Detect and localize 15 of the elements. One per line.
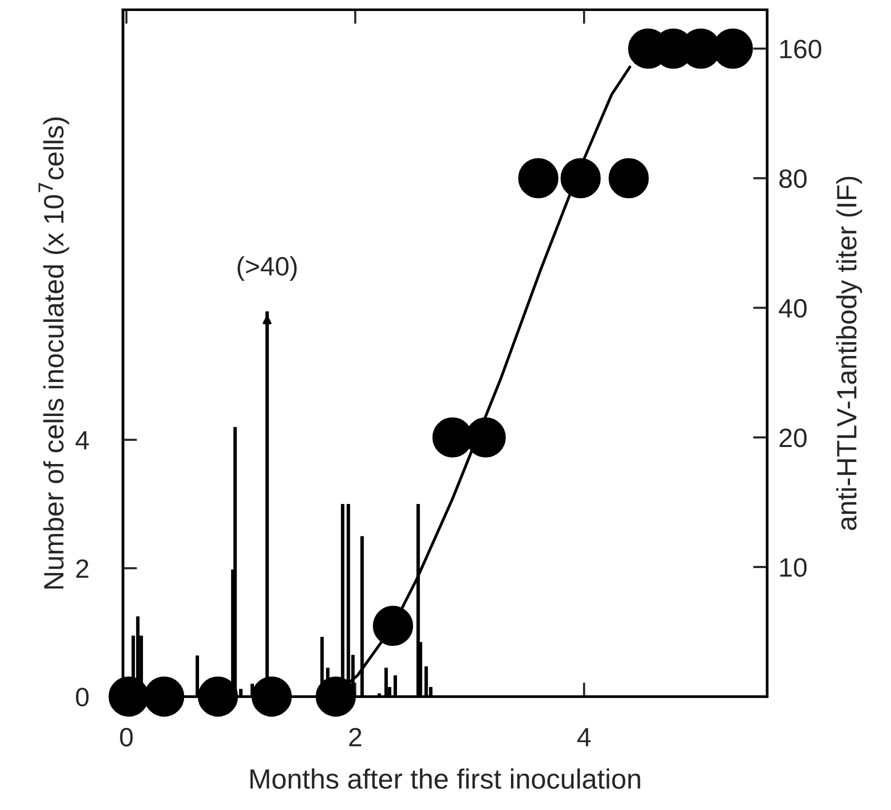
x-tick-label: 2 [349, 728, 362, 746]
y2-tick-label: 10 [780, 558, 807, 577]
y2-axis-title: anti-HTLV-1antibody titer (IF) [836, 176, 862, 530]
x-tick-label: 4 [577, 728, 591, 746]
y2-tick-label: 160 [780, 40, 822, 58]
y2-tick-label: 80 [779, 169, 807, 188]
y2-tick-label: 40 [778, 298, 807, 318]
y-axis-title: Number of cells inoculated (x 10$^{7}$cells) [38, 118, 70, 589]
annotation: (>40) [238, 256, 297, 281]
y-tick-label: 2 [76, 559, 88, 578]
y-tick-label: 4 [76, 431, 89, 450]
y2-tick-label: 20 [780, 428, 807, 448]
x-tick-label: 0 [120, 728, 133, 747]
x-axis-title: Months after the first inoculation [250, 768, 640, 789]
y-tick-label: 0 [76, 688, 89, 706]
